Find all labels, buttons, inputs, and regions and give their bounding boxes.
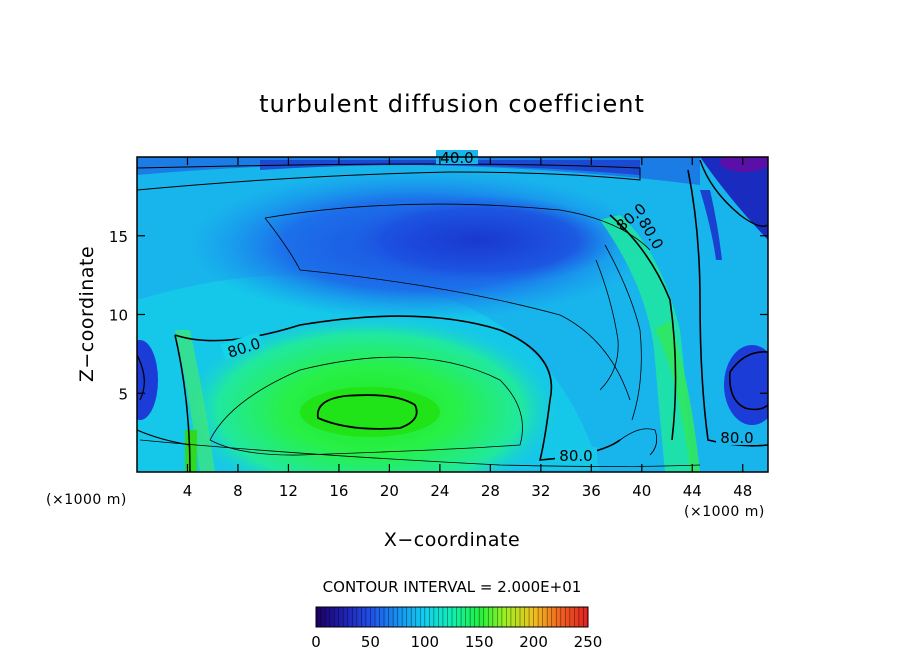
y-tick-label: 15: [109, 228, 128, 246]
x-tick-label: 32: [531, 482, 550, 500]
x-tick-label: 12: [279, 482, 298, 500]
x-tick-label: 28: [481, 482, 500, 500]
right-blue-pocket: [724, 345, 768, 425]
contour-label: 80.0: [559, 447, 592, 465]
x-tick-label: 40: [632, 482, 651, 500]
contour-80-main: [174, 315, 621, 472]
contour-lines: [137, 159, 768, 472]
x-tick-label: 20: [380, 482, 399, 500]
y-axis: 5 10 15: [109, 228, 768, 403]
colorbar-tick-label: 150: [465, 633, 494, 651]
colorbar-tick-label: 0: [311, 633, 321, 651]
contour-core: [316, 394, 418, 430]
x-unit-left: (×1000 m): [46, 492, 127, 508]
x-tick-label: 44: [683, 482, 702, 500]
x-tick-label: 16: [329, 482, 348, 500]
colorbar: 0 50 100 150 200 250: [311, 606, 603, 651]
colorbar-tick-label: 200: [519, 633, 548, 651]
heatmap-field: [137, 157, 768, 472]
contour-label: 40.0: [440, 149, 473, 167]
x-axis-label: X−coordinate: [384, 529, 520, 551]
x-tick-label: 8: [233, 482, 243, 500]
y-tick-label: 10: [109, 307, 128, 325]
y-axis-label: Z−coordinate: [76, 246, 98, 382]
contour-label: 80.0: [720, 429, 753, 447]
x-tick-label: 36: [582, 482, 601, 500]
x-tick-label: 48: [733, 482, 752, 500]
y-tick-label: 5: [118, 385, 128, 403]
colorbar-tick-label: 50: [361, 633, 380, 651]
contour-interval-label: CONTOUR INTERVAL = 2.000E+01: [323, 578, 582, 596]
colorbar-tick-label: 100: [410, 633, 439, 651]
x-unit-right: (×1000 m): [684, 504, 765, 520]
x-tick-label: 4: [183, 482, 193, 500]
colorbar-tick-label: 250: [574, 633, 603, 651]
chart-title: turbulent diffusion coefficient: [259, 90, 645, 118]
x-tick-label: 24: [430, 482, 449, 500]
x-axis: 4 8 12 16 20 24 28 32 36 40 44 48: [183, 157, 752, 500]
